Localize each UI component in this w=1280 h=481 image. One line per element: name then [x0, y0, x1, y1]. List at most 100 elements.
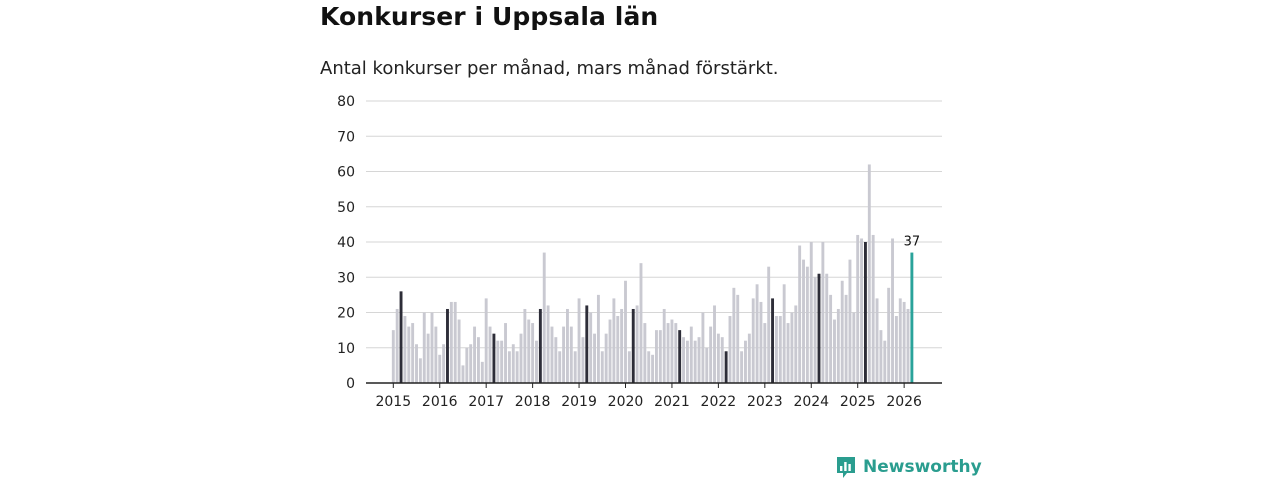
bar	[875, 298, 879, 383]
bar	[736, 294, 740, 384]
bar	[558, 351, 562, 383]
y-tick-label: 30	[337, 270, 355, 286]
bar	[616, 316, 620, 383]
x-tick-label: 2023	[747, 394, 783, 410]
chart-subtitle: Antal konkurser per månad, mars månad fö…	[320, 58, 779, 79]
bar	[465, 347, 469, 383]
bar	[651, 354, 655, 383]
bar	[798, 245, 802, 383]
bar	[600, 351, 604, 383]
bar	[655, 330, 658, 384]
bar-march	[399, 291, 403, 383]
bar	[643, 323, 647, 383]
bar	[744, 340, 747, 383]
bar-march	[538, 308, 542, 383]
x-tick-label: 2017	[468, 394, 504, 410]
bar	[566, 308, 569, 383]
bar	[476, 337, 480, 383]
bar	[767, 266, 771, 383]
bar	[852, 312, 856, 383]
bar	[639, 263, 643, 383]
bar	[507, 351, 511, 383]
bar	[666, 323, 670, 383]
bar	[612, 298, 616, 383]
bar	[488, 326, 492, 383]
bar	[879, 330, 883, 384]
bar	[701, 312, 705, 383]
x-tick-label: 2026	[886, 394, 922, 410]
bar-march	[585, 305, 589, 383]
x-tick-label: 2022	[701, 394, 737, 410]
bar	[894, 316, 898, 383]
bar	[786, 323, 790, 383]
bar	[805, 266, 809, 383]
bar	[608, 319, 612, 383]
bar	[395, 308, 399, 383]
bar	[790, 312, 794, 383]
bar	[685, 340, 689, 383]
bar	[504, 323, 507, 383]
y-tick-label: 0	[346, 376, 355, 392]
bar	[740, 351, 744, 383]
bar-march	[492, 333, 496, 383]
bar	[535, 340, 538, 383]
bar	[554, 337, 558, 383]
bar	[755, 284, 759, 383]
bar	[720, 337, 724, 383]
bar	[461, 365, 465, 384]
bar	[546, 305, 550, 383]
bar	[794, 305, 798, 383]
bar	[422, 312, 426, 383]
bar	[449, 301, 453, 383]
bar	[871, 234, 875, 383]
bar	[593, 333, 596, 383]
bar	[732, 287, 736, 383]
x-tick-label: 2019	[561, 394, 597, 410]
bar	[774, 316, 778, 383]
bar	[891, 238, 894, 383]
bar	[515, 351, 519, 383]
bar-march	[771, 298, 775, 383]
bar	[620, 308, 624, 383]
bar	[426, 333, 430, 383]
bar	[697, 337, 701, 383]
bar	[496, 340, 500, 383]
bar-march	[817, 273, 821, 383]
bar	[500, 340, 504, 383]
bar	[569, 326, 573, 383]
bar	[802, 259, 805, 384]
bar	[511, 344, 515, 383]
bar	[430, 312, 434, 383]
bar	[624, 280, 627, 383]
bar	[523, 308, 527, 383]
bar	[438, 354, 442, 383]
y-tick-label: 60	[337, 165, 355, 181]
bar	[573, 351, 577, 383]
bar	[453, 301, 457, 383]
bar	[411, 323, 415, 383]
bar	[848, 259, 852, 384]
y-tick-label: 80	[337, 94, 355, 110]
brand-name: Newsworthy	[863, 457, 982, 477]
bar	[867, 164, 871, 383]
bar	[550, 326, 554, 383]
y-tick-label: 20	[337, 306, 355, 322]
bar	[844, 294, 848, 384]
chart-title: Konkurser i Uppsala län	[320, 2, 659, 31]
bar	[833, 319, 836, 383]
bar-chart-speech-icon	[837, 457, 855, 478]
bar	[689, 326, 693, 383]
bar	[562, 326, 566, 383]
bar	[840, 280, 844, 383]
bar	[442, 344, 446, 383]
bar	[604, 333, 608, 383]
newsworthy-logo: Newsworthy	[835, 453, 982, 481]
bar	[759, 301, 763, 383]
bar	[705, 347, 709, 383]
bar	[693, 340, 697, 383]
bar	[809, 242, 813, 383]
bar	[391, 330, 395, 384]
y-tick-label: 40	[337, 235, 355, 251]
bar	[902, 301, 906, 383]
